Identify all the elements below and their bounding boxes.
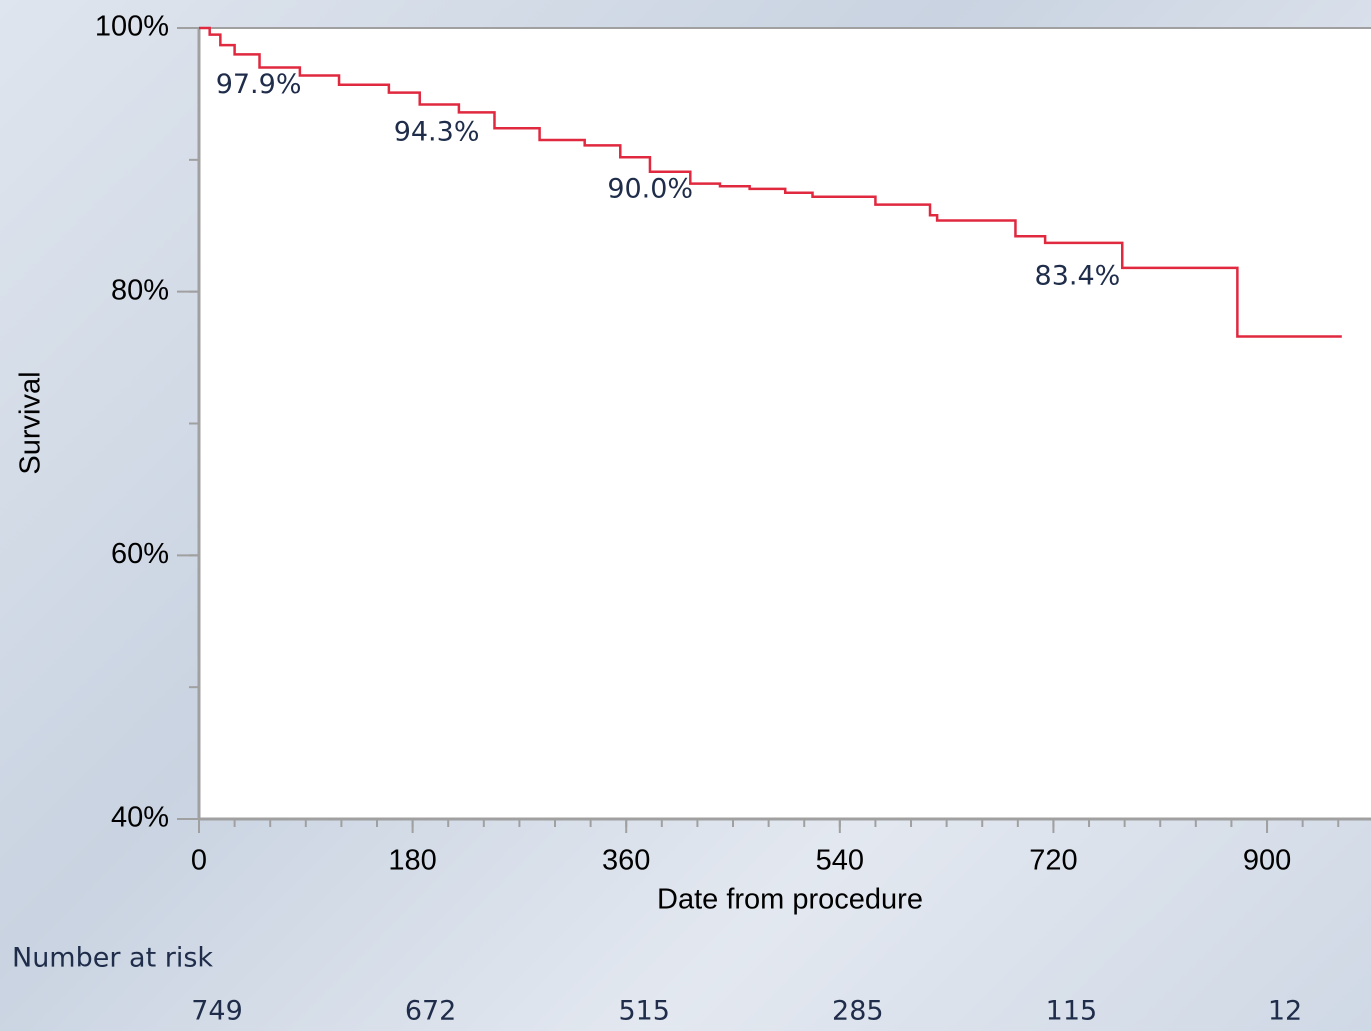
- annotation: 90.0%: [607, 173, 693, 204]
- plot-area: [199, 28, 1371, 819]
- risk-count: 672: [405, 996, 457, 1027]
- y-axis-label: Survival: [15, 371, 47, 474]
- risk-title: Number at risk: [12, 943, 213, 974]
- annotation: 83.4%: [1035, 260, 1121, 291]
- risk-count: 285: [832, 996, 884, 1027]
- risk-count: 12: [1268, 996, 1302, 1027]
- y-tick-label: 60%: [111, 538, 169, 570]
- x-tick-label: 540: [816, 845, 864, 877]
- risk-count: 515: [618, 996, 670, 1027]
- risk-count: 749: [191, 996, 243, 1027]
- risk-count: 115: [1046, 996, 1098, 1027]
- y-tick-label: 80%: [111, 274, 169, 306]
- y-tick-label: 40%: [111, 802, 169, 834]
- y-tick-label: 100%: [95, 11, 169, 43]
- x-tick-label: 900: [1243, 845, 1291, 877]
- x-tick-label: 720: [1029, 845, 1077, 877]
- x-tick-label: 360: [602, 845, 650, 877]
- x-tick-label: 0: [191, 845, 207, 877]
- x-axis-label: Date from procedure: [657, 884, 923, 916]
- annotation: 97.9%: [216, 69, 302, 100]
- annotation: 94.3%: [394, 117, 480, 148]
- survival-curve: [199, 26, 1342, 338]
- x-tick-label: 180: [388, 845, 436, 877]
